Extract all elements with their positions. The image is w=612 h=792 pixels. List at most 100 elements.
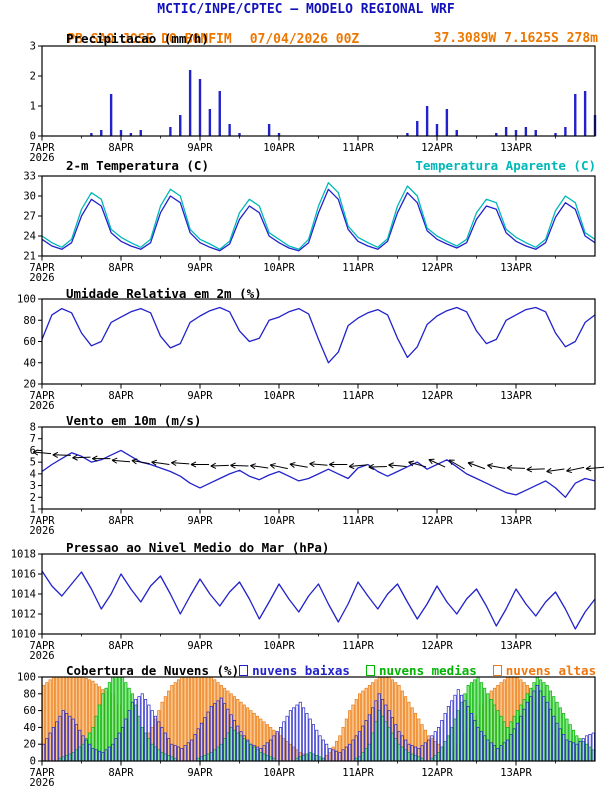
svg-text:11APR: 11APR: [342, 390, 374, 402]
svg-text:80: 80: [23, 688, 36, 700]
legend-item-high-clouds: nuvens altas: [492, 663, 597, 678]
svg-text:13APR: 13APR: [500, 640, 532, 652]
cloud-legend: nuvens baixas nuvens medias nuvens altas: [239, 663, 596, 678]
page-title: MCTIC/INPE/CPTEC — MODELO REGIONAL WRF: [157, 2, 455, 17]
temperature-title-text: 2-m Temperatura (C): [66, 158, 209, 173]
svg-text:100: 100: [17, 294, 36, 306]
svg-text:1016: 1016: [11, 569, 36, 581]
svg-text:7APR: 7APR: [29, 767, 55, 779]
svg-text:100: 100: [17, 672, 36, 684]
svg-text:9APR: 9APR: [187, 262, 213, 274]
svg-text:11APR: 11APR: [342, 262, 374, 274]
svg-text:12APR: 12APR: [421, 142, 453, 154]
svg-text:4: 4: [30, 468, 36, 480]
svg-text:2026: 2026: [29, 525, 54, 537]
svg-text:7APR: 7APR: [29, 515, 55, 527]
humidity-chart: 20 40 60 80 100 7APR 2026 8APR 9APR 10APR 11APR 12A…: [0, 293, 612, 414]
svg-text:60: 60: [23, 336, 36, 348]
svg-text:10APR: 10APR: [263, 142, 295, 154]
legend-item-low-clouds: nuvens baixas: [239, 663, 350, 678]
svg-text:11APR: 11APR: [342, 640, 374, 652]
svg-text:8APR: 8APR: [108, 515, 134, 527]
svg-text:13APR: 13APR: [500, 390, 532, 402]
cloud-cover-chart: 0 20 40 60 80 100 7APR 2026 8APR 9APR 10APR 11APR 12…: [0, 671, 612, 791]
svg-text:8APR: 8APR: [108, 390, 134, 402]
svg-text:10APR: 10APR: [263, 262, 295, 274]
svg-text:9APR: 9APR: [187, 390, 213, 402]
mid-clouds-label: nuvens medias: [378, 663, 477, 678]
svg-text:10APR: 10APR: [263, 767, 295, 779]
panel-title-humidity: Umidade Relativa em 2m (%): [66, 286, 596, 301]
svg-text:12APR: 12APR: [421, 767, 453, 779]
apparent-temperature-legend: Temperatura Aparente (C): [415, 158, 596, 173]
svg-text:8APR: 8APR: [108, 640, 134, 652]
svg-text:12APR: 12APR: [421, 515, 453, 527]
svg-text:1018: 1018: [11, 549, 36, 561]
svg-text:7APR: 7APR: [29, 142, 55, 154]
wind-title-text: Vento em 10m (m/s): [66, 413, 202, 428]
svg-text:1010: 1010: [11, 629, 36, 641]
run-datetime: 07/04/2026 00Z: [249, 32, 360, 47]
panel-title-wind: Vento em 10m (m/s): [66, 413, 596, 428]
mid-clouds-swatch-icon: [365, 665, 375, 676]
panel-title-clouds: Cobertura de Nuvens (%) nuvens baixas nu…: [66, 663, 596, 678]
svg-text:3: 3: [30, 41, 36, 53]
svg-text:10APR: 10APR: [263, 390, 295, 402]
svg-text:12APR: 12APR: [421, 640, 453, 652]
svg-text:8APR: 8APR: [108, 262, 134, 274]
svg-text:13APR: 13APR: [500, 142, 532, 154]
svg-text:2026: 2026: [29, 152, 54, 164]
svg-text:2: 2: [30, 492, 36, 504]
svg-text:60: 60: [23, 705, 36, 717]
svg-text:30: 30: [23, 191, 36, 203]
svg-text:2026: 2026: [29, 650, 54, 662]
svg-text:9APR: 9APR: [187, 515, 213, 527]
svg-text:7APR: 7APR: [29, 390, 55, 402]
high-clouds-swatch-icon: [492, 665, 502, 676]
wind-chart: 1 2 3 4 5 6 7 8 7APR 2026 8APR 9APR 10APR 11APR 12APR 1…: [0, 421, 612, 539]
svg-text:21: 21: [23, 251, 36, 263]
svg-text:1: 1: [30, 101, 36, 113]
legend-item-mid-clouds: nuvens medias: [365, 663, 477, 678]
svg-text:9APR: 9APR: [187, 640, 213, 652]
svg-text:11APR: 11APR: [342, 142, 374, 154]
high-clouds-label: nuvens altas: [505, 663, 597, 678]
humidity-title-text: Umidade Relativa em 2m (%): [66, 286, 262, 301]
precipitation-title-text: Precipitacao (mm/h): [66, 31, 209, 46]
svg-text:10APR: 10APR: [263, 640, 295, 652]
svg-text:7APR: 7APR: [29, 640, 55, 652]
svg-text:24: 24: [23, 231, 36, 243]
svg-text:13APR: 13APR: [500, 262, 532, 274]
svg-text:1014: 1014: [11, 589, 36, 601]
station-name: PB SAO JOSE DO BONFIM: [67, 32, 232, 47]
svg-text:2026: 2026: [29, 400, 54, 412]
svg-text:7: 7: [30, 433, 36, 445]
svg-text:13APR: 13APR: [500, 515, 532, 527]
svg-text:8APR: 8APR: [108, 142, 134, 154]
svg-text:40: 40: [23, 722, 36, 734]
svg-text:80: 80: [23, 315, 36, 327]
svg-text:9APR: 9APR: [187, 142, 213, 154]
pressure-title-text: Pressao ao Nivel Medio do Mar (hPa): [66, 540, 330, 555]
low-clouds-label: nuvens baixas: [252, 663, 350, 678]
svg-text:2: 2: [30, 71, 36, 83]
svg-text:10APR: 10APR: [263, 515, 295, 527]
svg-text:0: 0: [30, 756, 36, 768]
svg-text:1: 1: [30, 504, 36, 516]
pressure-chart: 1010 1012 1014 1016 1018 7APR 2026 8APR 9APR 10AP…: [0, 548, 612, 664]
svg-text:20: 20: [23, 379, 36, 391]
svg-text:12APR: 12APR: [421, 390, 453, 402]
svg-text:2026: 2026: [29, 272, 54, 284]
svg-text:13APR: 13APR: [500, 767, 532, 779]
station-run-line: PB SAO JOSE DO BONFIM 07/04/2026 00Z: [36, 17, 359, 62]
svg-text:11APR: 11APR: [342, 767, 374, 779]
temperature-chart: 21 24 27 30 33 7APR 2026 8APR 9APR 10APR 11APR 12AP…: [0, 170, 612, 286]
svg-text:20: 20: [23, 739, 36, 751]
svg-text:3: 3: [30, 480, 36, 492]
svg-text:9APR: 9APR: [187, 767, 213, 779]
panel-title-pressure: Pressao ao Nivel Medio do Mar (hPa): [66, 540, 596, 555]
precipitation-chart: 0 1 2 3 7APR 2026 8APR 9APR 10APR 11APR 12APR 13APR: [0, 40, 612, 166]
panel-title-temperature: 2-m Temperatura (C) Temperatura Aparente…: [66, 158, 596, 173]
svg-text:40: 40: [23, 357, 36, 369]
